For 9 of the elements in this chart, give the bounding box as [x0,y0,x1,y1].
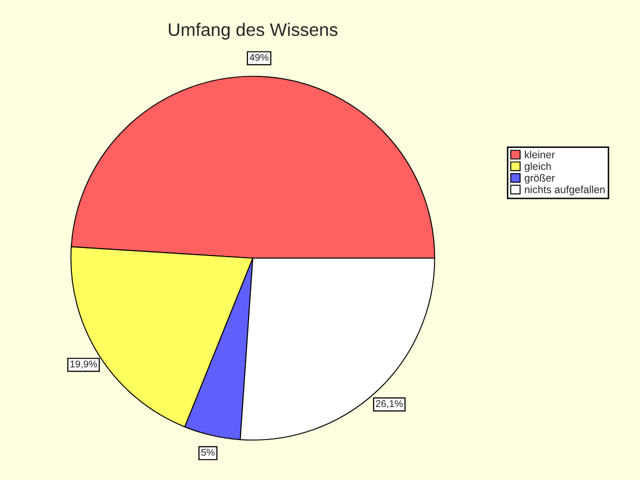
data-label: 19,9% [70,360,97,369]
legend-label: kleiner [524,150,555,158]
data-label: 49% [250,54,268,61]
data-label: 5% [201,448,215,456]
data-label: 26,1% [376,400,403,408]
legend-label: größer [524,174,555,184]
legend-label: gleich [524,162,551,172]
chart-title: Umfang des Wissens [168,22,338,40]
legend-label: nichts aufgefallen [524,186,605,196]
